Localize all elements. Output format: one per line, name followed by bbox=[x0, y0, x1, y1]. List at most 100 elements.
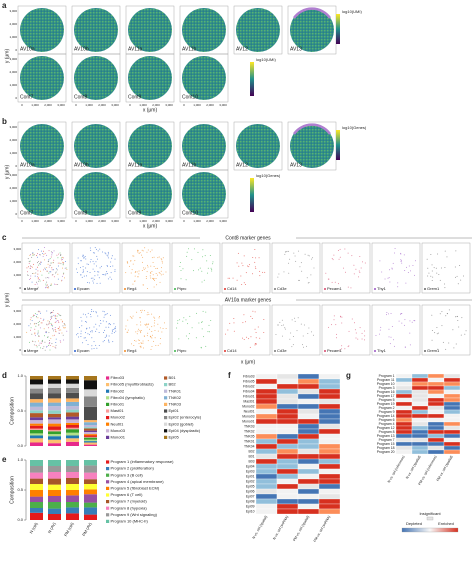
heatmap-cell bbox=[411, 401, 429, 407]
expression-dot bbox=[297, 317, 299, 319]
heatmap-cell bbox=[276, 403, 299, 410]
heatmap-cell bbox=[255, 473, 278, 480]
expression-dot bbox=[243, 314, 245, 316]
expression-dot bbox=[430, 254, 432, 256]
marker-label: Epcam bbox=[77, 286, 90, 291]
expression-dot bbox=[27, 274, 29, 276]
expression-dot bbox=[183, 317, 185, 319]
expression-dot bbox=[285, 251, 287, 253]
expression-dot bbox=[143, 267, 145, 269]
legend-swatch bbox=[106, 519, 110, 523]
expression-dot bbox=[54, 346, 56, 348]
heatmap-cell bbox=[318, 493, 341, 500]
expression-dot bbox=[99, 320, 101, 322]
expression-dot bbox=[250, 336, 252, 338]
bar-segment bbox=[30, 388, 43, 394]
expression-dot bbox=[436, 327, 438, 329]
expression-dot bbox=[255, 268, 257, 270]
expression-dot bbox=[248, 338, 250, 340]
bar-segment bbox=[30, 393, 43, 400]
marker-tile bbox=[71, 242, 121, 294]
heatmap-cell bbox=[297, 453, 320, 460]
expression-dot bbox=[401, 312, 403, 314]
expression-dot bbox=[92, 260, 94, 262]
expression-dot bbox=[61, 275, 63, 277]
expression-dot bbox=[30, 329, 32, 331]
bar-segment bbox=[66, 416, 79, 420]
x-tick-label: 3,000 bbox=[57, 103, 65, 107]
expression-dot bbox=[95, 261, 97, 263]
expression-dot bbox=[49, 264, 51, 266]
legend-swatch bbox=[164, 435, 168, 439]
expression-dot bbox=[96, 328, 98, 330]
heatmap-cell bbox=[411, 405, 429, 411]
expression-dot bbox=[112, 341, 114, 343]
expression-dot bbox=[306, 277, 308, 279]
heatmap-cell bbox=[255, 393, 278, 400]
expression-dot bbox=[51, 254, 53, 256]
bar-segment bbox=[30, 442, 43, 446]
expression-dot bbox=[381, 271, 383, 273]
expression-dot bbox=[294, 317, 296, 319]
expression-dot bbox=[78, 326, 80, 328]
expression-dot bbox=[307, 332, 309, 334]
legend-label: B01 bbox=[169, 375, 177, 380]
expression-dot bbox=[141, 343, 143, 345]
expression-dot bbox=[113, 323, 115, 325]
legend-label: Program 2 (proliferation) bbox=[111, 466, 155, 471]
expression-dot bbox=[31, 273, 33, 275]
expression-dot bbox=[404, 346, 406, 348]
expression-dot bbox=[241, 284, 243, 286]
expression-dot bbox=[92, 277, 94, 279]
expression-dot bbox=[57, 278, 59, 280]
expression-dot bbox=[157, 323, 159, 325]
expression-dot bbox=[140, 311, 142, 313]
expression-dot bbox=[90, 313, 92, 315]
expression-dot bbox=[233, 330, 235, 332]
marker-tile bbox=[171, 242, 221, 294]
expression-dot bbox=[91, 345, 93, 347]
expression-dot bbox=[439, 279, 441, 281]
heatmap-cell bbox=[276, 418, 299, 425]
expression-dot bbox=[127, 319, 129, 321]
expression-dot bbox=[333, 319, 335, 321]
row-label: B03 bbox=[248, 459, 254, 463]
expression-dot bbox=[125, 328, 127, 330]
bar-segment bbox=[66, 425, 79, 428]
expression-dot bbox=[105, 335, 107, 337]
expression-dot bbox=[208, 324, 210, 326]
expression-dot bbox=[227, 277, 229, 279]
row-label: Program 9 bbox=[379, 410, 395, 414]
expression-dot bbox=[36, 256, 38, 258]
expression-dot bbox=[98, 325, 100, 327]
expression-dot bbox=[335, 337, 337, 339]
legend-label: Neut01 bbox=[111, 421, 125, 426]
expression-dot bbox=[335, 324, 337, 326]
expression-dot bbox=[48, 343, 50, 345]
expression-dot bbox=[81, 276, 83, 278]
expression-dot bbox=[187, 338, 189, 340]
expression-dot bbox=[296, 330, 298, 332]
expression-dot bbox=[62, 334, 64, 336]
x-tick-label: 3,000 bbox=[111, 103, 119, 107]
expression-dot bbox=[37, 333, 39, 335]
legend-label: Program 5 (fibroblast ECM) bbox=[111, 485, 160, 490]
row-label: B02 bbox=[248, 449, 254, 453]
expression-dot bbox=[211, 268, 213, 270]
legend-swatch bbox=[106, 376, 110, 380]
heatmap-cell bbox=[318, 498, 341, 505]
sample-label: AV13 bbox=[290, 162, 302, 168]
expression-dot bbox=[148, 323, 150, 325]
expression-dot bbox=[29, 279, 31, 281]
expression-dot bbox=[30, 317, 32, 319]
expression-dot bbox=[55, 318, 57, 320]
expression-dot bbox=[82, 313, 84, 315]
bar-segment bbox=[84, 441, 97, 443]
expression-dot bbox=[136, 333, 138, 335]
expression-dot bbox=[104, 337, 106, 339]
legend-swatch bbox=[106, 396, 110, 400]
heatmap-cell bbox=[276, 373, 299, 380]
expression-dot bbox=[107, 265, 109, 267]
expression-dot bbox=[298, 279, 300, 281]
expression-dot bbox=[51, 315, 53, 317]
